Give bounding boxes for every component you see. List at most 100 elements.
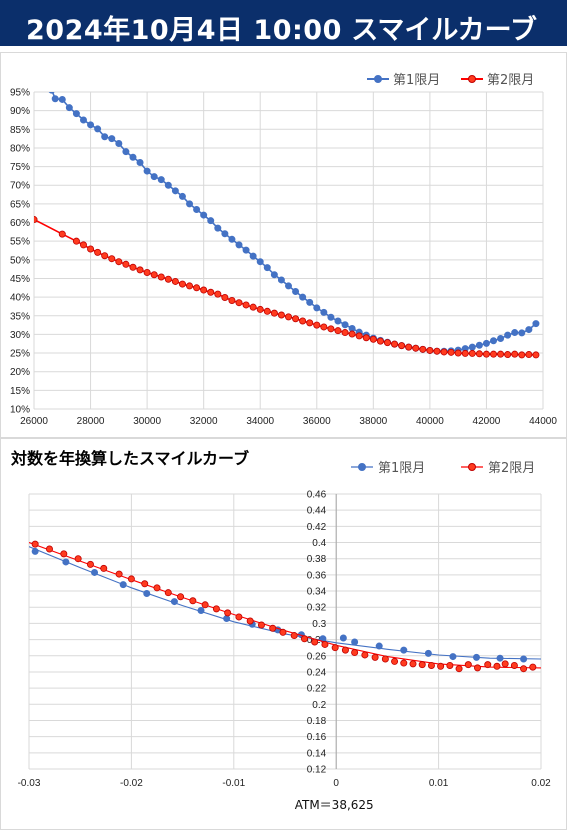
- legend-swatch-marker: [468, 75, 476, 83]
- data-point: [129, 153, 137, 161]
- data-point: [186, 200, 194, 208]
- data-point: [178, 280, 186, 288]
- data-point: [497, 335, 505, 343]
- y-tick-label: 0.46: [307, 490, 327, 501]
- data-point: [223, 615, 231, 623]
- data-point: [94, 248, 102, 256]
- log-smile-curve-chart-panel: 対数を年換算したスマイルカーブ 0.12 0.14 0.16 0.18 0.2 0.22 0…: [0, 438, 567, 830]
- data-point: [348, 330, 356, 338]
- legend-label: 第1限月: [378, 461, 425, 476]
- data-point: [127, 575, 135, 583]
- data-point: [62, 558, 70, 566]
- data-point: [339, 634, 347, 642]
- data-point: [355, 332, 363, 340]
- data-point: [153, 584, 161, 592]
- data-point: [391, 340, 399, 348]
- data-point: [270, 309, 278, 317]
- legend-label: 第2限月: [488, 461, 535, 476]
- data-point: [214, 224, 222, 232]
- data-point: [518, 329, 526, 337]
- data-point: [201, 601, 209, 609]
- data-point: [87, 245, 95, 253]
- data-point: [221, 293, 229, 301]
- data-point: [235, 299, 243, 307]
- y-tick-label: 0.12: [307, 765, 327, 776]
- data-point: [235, 613, 243, 621]
- data-point: [221, 230, 229, 238]
- data-point: [256, 258, 264, 266]
- data-point: [207, 217, 215, 225]
- data-point: [270, 271, 278, 279]
- data-point: [157, 273, 165, 281]
- data-point: [51, 95, 59, 103]
- y-tick-label: 0.22: [307, 684, 327, 695]
- y-tick-label: 0.36: [307, 570, 327, 581]
- data-point: [341, 329, 349, 337]
- data-point: [299, 317, 307, 325]
- y-tick-label: 80%: [10, 143, 30, 154]
- data-point: [101, 252, 109, 260]
- data-point: [65, 104, 73, 112]
- series-2: [29, 540, 541, 673]
- y-tick-label: 70%: [10, 181, 30, 192]
- data-point: [468, 349, 476, 357]
- data-point: [341, 646, 349, 654]
- series-fit-line: [29, 541, 541, 669]
- atm-annotation: ATM＝38,625: [295, 798, 374, 812]
- y-tick-label: 35%: [10, 311, 30, 322]
- data-point: [426, 346, 434, 354]
- data-point: [532, 320, 540, 328]
- data-point: [72, 110, 80, 118]
- data-point: [58, 95, 66, 103]
- chart-title: 対数を年換算したスマイルカーブ: [11, 449, 250, 468]
- data-point: [284, 282, 292, 290]
- legend-swatch-marker: [374, 75, 382, 83]
- data-point: [313, 304, 321, 312]
- data-point: [164, 275, 172, 283]
- data-point: [263, 307, 271, 315]
- data-point: [115, 570, 123, 578]
- data-point: [433, 347, 441, 355]
- data-point: [91, 568, 99, 576]
- data-point: [224, 609, 232, 617]
- data-point: [440, 348, 448, 356]
- data-point: [341, 321, 349, 329]
- legend-label: 第1限月: [393, 73, 440, 88]
- series-line: [51, 92, 537, 352]
- data-point: [504, 351, 512, 359]
- y-tick-label: 60%: [10, 218, 30, 229]
- series-1: [48, 92, 540, 355]
- data-point: [193, 205, 201, 213]
- data-point: [321, 640, 329, 648]
- data-point: [164, 181, 172, 189]
- data-point: [279, 628, 287, 636]
- y-tick-label: 65%: [10, 199, 30, 210]
- y-tick-label: 50%: [10, 255, 30, 266]
- data-point: [141, 580, 149, 588]
- y-tick-label: 85%: [10, 125, 30, 136]
- data-point: [228, 235, 236, 243]
- log-smile-curve-chart: 0.120.140.160.180.20.220.240.260.280.30.…: [18, 461, 552, 812]
- y-tick-label: 0.38: [307, 554, 327, 565]
- x-tick-label: 28000: [77, 416, 105, 427]
- data-point: [375, 642, 383, 650]
- data-point: [86, 560, 94, 568]
- data-point: [362, 334, 370, 342]
- data-point: [79, 116, 87, 124]
- header-bar: 2024年10月4日 10:00 スマイルカーブ: [0, 0, 567, 46]
- data-point: [327, 313, 335, 321]
- x-tick-label: 34000: [246, 416, 274, 427]
- x-tick-label: 0: [333, 778, 339, 789]
- data-point: [518, 351, 526, 359]
- data-point: [376, 337, 384, 345]
- data-point: [497, 350, 505, 358]
- data-point: [170, 598, 178, 606]
- data-point: [119, 581, 127, 589]
- y-tick-label: 0.42: [307, 522, 327, 533]
- legend-label: 第2限月: [487, 73, 534, 88]
- data-point: [249, 303, 257, 311]
- data-point: [45, 545, 53, 553]
- data-point: [277, 311, 285, 319]
- legend-swatch-marker: [468, 463, 476, 471]
- data-point: [284, 313, 292, 321]
